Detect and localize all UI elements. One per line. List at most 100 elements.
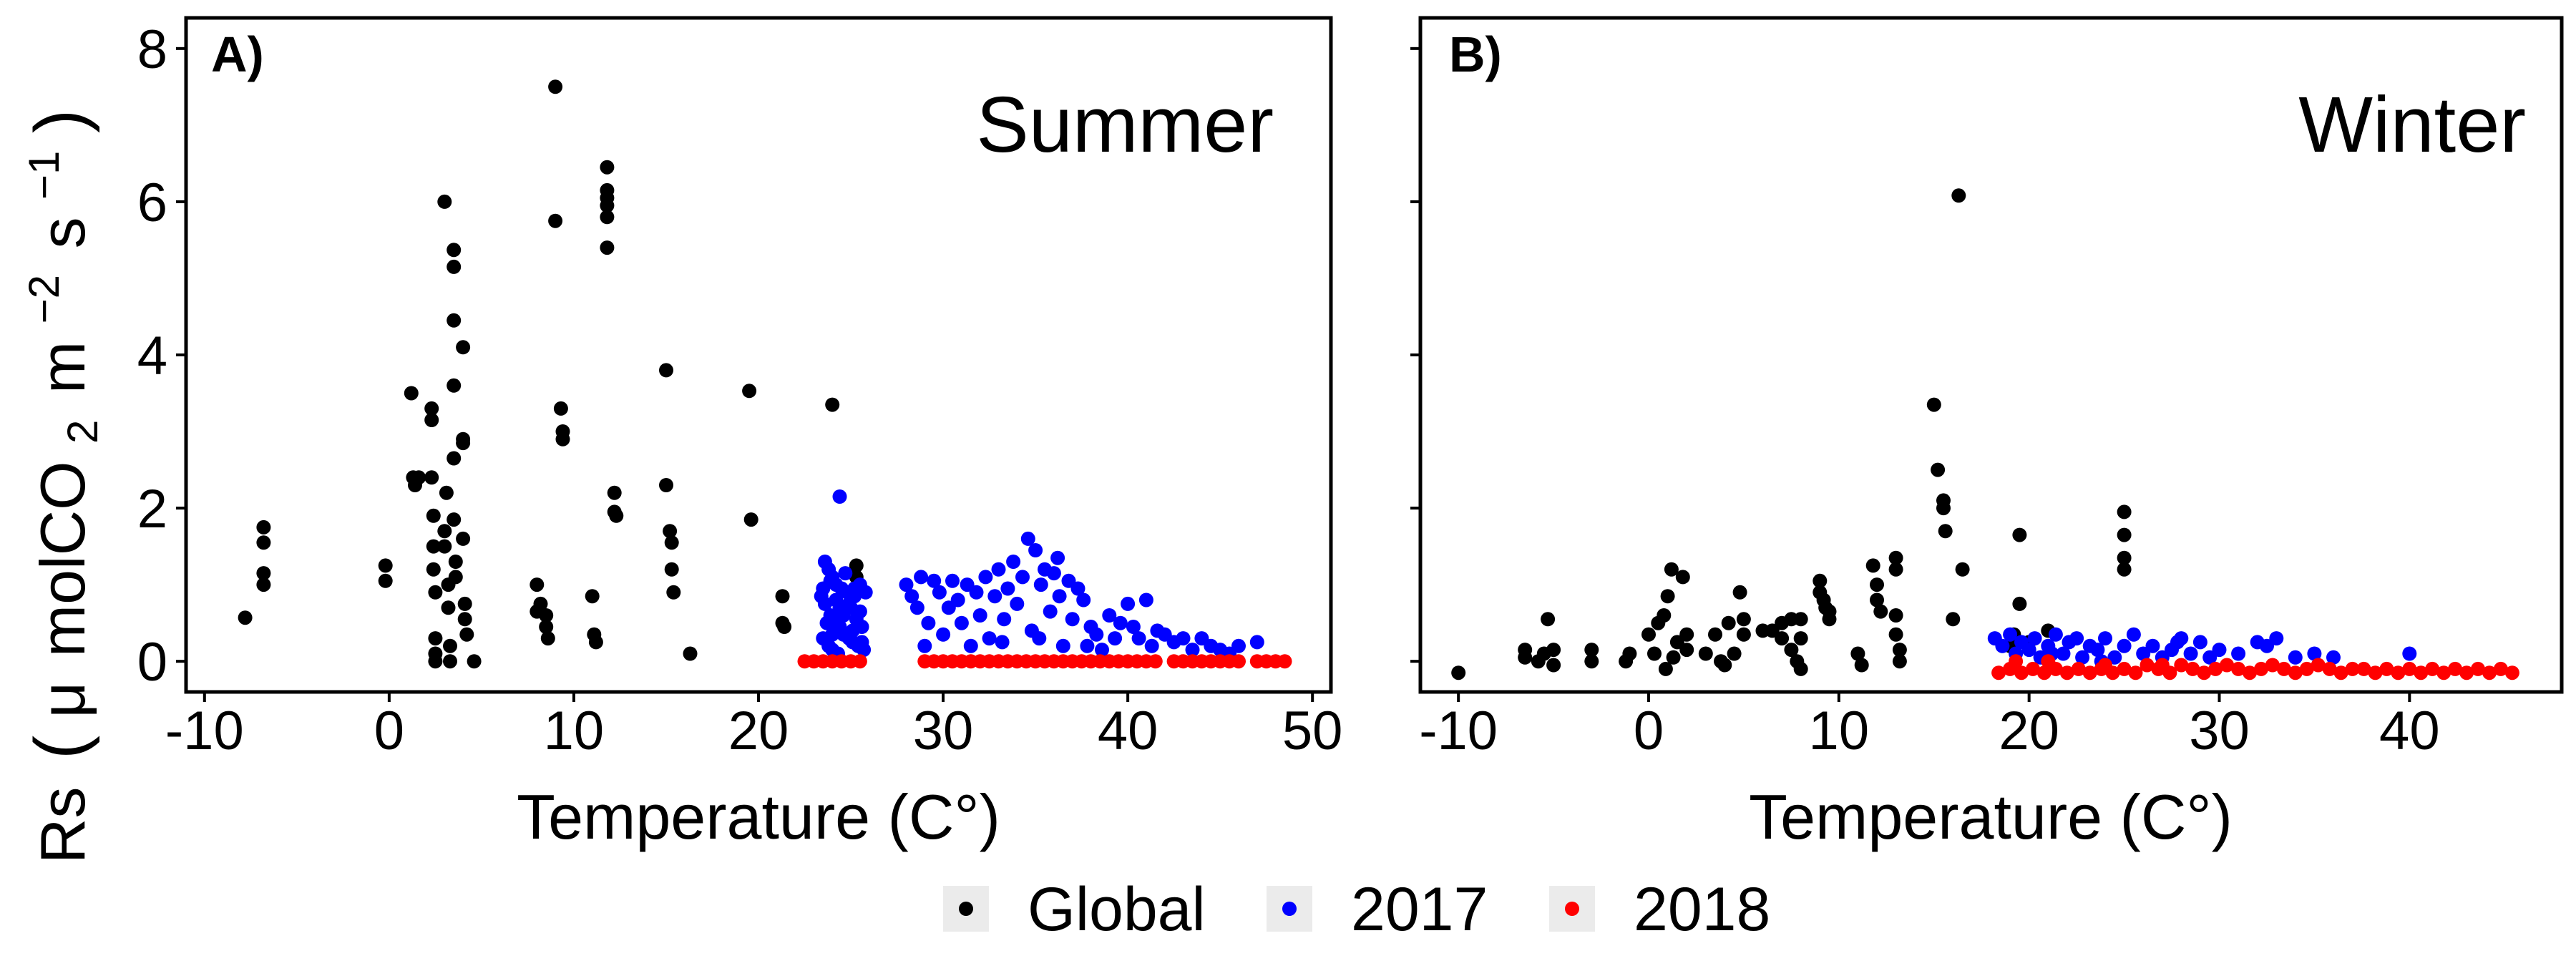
data-point-2018 bbox=[2288, 665, 2303, 680]
data-point-2017 bbox=[825, 627, 840, 642]
data-point-2017 bbox=[1144, 638, 1159, 653]
data-point-2018 bbox=[852, 654, 867, 669]
data-point-global bbox=[825, 397, 840, 412]
data-point-global bbox=[1584, 654, 1599, 669]
data-point-2017 bbox=[2090, 643, 2105, 658]
data-point-global bbox=[428, 585, 443, 600]
data-point-2017 bbox=[950, 592, 965, 608]
data-point-2018 bbox=[2059, 665, 2074, 680]
data-point-2017 bbox=[936, 627, 951, 642]
data-point-2017 bbox=[1032, 631, 1047, 646]
data-point-global bbox=[1541, 612, 1556, 627]
data-point-2018 bbox=[2379, 661, 2394, 676]
data-point-2018 bbox=[2128, 665, 2143, 680]
data-point-global bbox=[256, 519, 271, 535]
data-point-2018 bbox=[2026, 661, 2040, 676]
x-tick-label: 20 bbox=[1999, 701, 2059, 761]
data-point-global bbox=[1793, 612, 1808, 627]
data-point-2017 bbox=[1028, 543, 1043, 557]
data-point-global bbox=[1892, 654, 1907, 669]
data-point-global bbox=[2117, 550, 2132, 565]
data-point-2017 bbox=[899, 577, 914, 592]
data-point-2017 bbox=[2183, 646, 2198, 661]
data-point-global bbox=[1679, 627, 1694, 642]
data-point-global bbox=[256, 535, 271, 550]
data-point-global bbox=[447, 512, 462, 527]
data-point-global bbox=[1936, 501, 1951, 516]
data-point-global bbox=[1584, 643, 1599, 658]
y-tick-label: 0 bbox=[137, 632, 167, 693]
data-point-global bbox=[1657, 608, 1672, 623]
data-point-2018 bbox=[2117, 661, 2132, 676]
data-point-global bbox=[1822, 612, 1837, 627]
data-point-2018 bbox=[1148, 654, 1163, 669]
data-point-global bbox=[1870, 592, 1884, 608]
data-point-2017 bbox=[927, 573, 942, 588]
data-point-2018 bbox=[2254, 661, 2268, 676]
data-point-2018 bbox=[2436, 665, 2451, 680]
data-point-2017 bbox=[2027, 631, 2042, 646]
data-point-global bbox=[428, 631, 443, 646]
data-point-2017 bbox=[917, 638, 932, 653]
data-point-2017 bbox=[2075, 650, 2090, 665]
x-tick-label: 10 bbox=[544, 701, 605, 761]
y-title-mu: μ bbox=[27, 682, 98, 718]
data-point-2018 bbox=[2299, 661, 2314, 676]
data-point-2017 bbox=[945, 573, 960, 588]
data-point-2017 bbox=[1033, 577, 1048, 592]
y-tick-label: 8 bbox=[137, 19, 167, 80]
data-point-2017 bbox=[1089, 627, 1104, 642]
data-point-2018 bbox=[2402, 661, 2417, 676]
data-point-2018 bbox=[2448, 661, 2463, 676]
data-point-2017 bbox=[819, 615, 834, 630]
data-point-2017 bbox=[2307, 646, 2322, 661]
x-tick-label: -10 bbox=[1419, 701, 1498, 761]
data-point-global bbox=[411, 470, 426, 485]
y-title-m: m bbox=[27, 341, 98, 394]
data-point-2018 bbox=[1277, 654, 1292, 669]
data-point-2017 bbox=[2003, 627, 2018, 642]
data-point-2018 bbox=[2482, 665, 2497, 680]
data-point-global bbox=[1647, 646, 1662, 661]
data-point-2018 bbox=[2471, 661, 2485, 676]
x-tick-label: 0 bbox=[374, 701, 404, 761]
data-point-global bbox=[448, 555, 463, 569]
data-point-2017 bbox=[2269, 631, 2284, 646]
data-point-2017 bbox=[2021, 643, 2036, 658]
data-point-global bbox=[1518, 650, 1533, 665]
data-point-global bbox=[588, 635, 603, 650]
data-point-global bbox=[1870, 577, 1884, 592]
data-point-2017 bbox=[817, 596, 832, 611]
data-point-2017 bbox=[852, 604, 867, 619]
data-point-2017 bbox=[1080, 638, 1095, 653]
data-point-global bbox=[775, 589, 790, 604]
data-point-global bbox=[1888, 550, 1903, 565]
data-point-2017 bbox=[2136, 646, 2151, 661]
x-tick-label: 30 bbox=[2189, 701, 2250, 761]
y-title-sup-s: −1 bbox=[20, 151, 68, 200]
data-point-global bbox=[539, 608, 554, 623]
data-point-2017 bbox=[2098, 631, 2112, 646]
data-point-global bbox=[777, 620, 792, 634]
data-point-global bbox=[1888, 562, 1903, 577]
data-point-2018 bbox=[2185, 661, 2200, 676]
data-point-global bbox=[1669, 635, 1684, 650]
data-point-2017 bbox=[1000, 581, 1015, 596]
data-point-global bbox=[1658, 661, 1673, 676]
data-point-2017 bbox=[2231, 646, 2246, 661]
data-point-global bbox=[1850, 646, 1865, 661]
data-point-2017 bbox=[932, 585, 947, 600]
data-point-2018 bbox=[2459, 665, 2474, 680]
data-point-global bbox=[1955, 562, 1970, 577]
data-point-2017 bbox=[1102, 608, 1117, 623]
data-point-2017 bbox=[978, 570, 993, 585]
data-point-2017 bbox=[2117, 638, 2132, 653]
data-point-global bbox=[1546, 643, 1561, 658]
data-point-global bbox=[600, 210, 615, 225]
data-point-global bbox=[1727, 646, 1742, 661]
data-point-global bbox=[664, 562, 679, 577]
data-point-global bbox=[424, 470, 439, 485]
data-point-2017 bbox=[2326, 650, 2341, 665]
data-point-2017 bbox=[1176, 631, 1191, 646]
